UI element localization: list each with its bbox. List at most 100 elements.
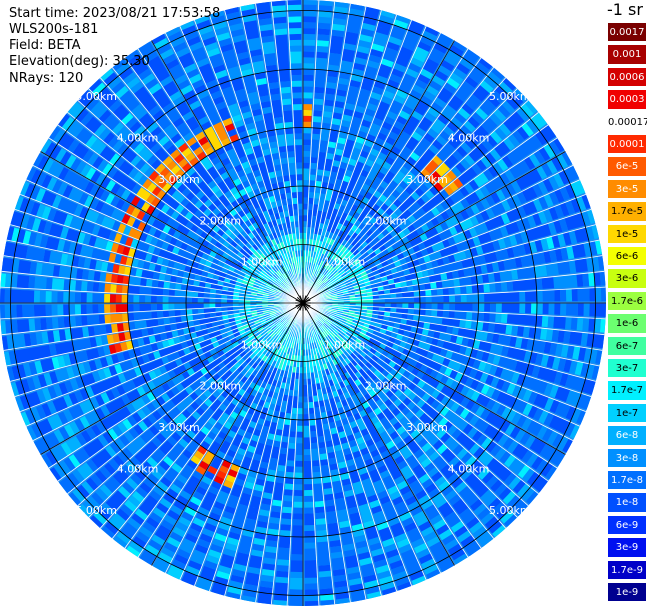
azimuth-spoke xyxy=(302,151,566,304)
ray-separator xyxy=(67,111,304,304)
ray-separator xyxy=(302,302,603,351)
ray-separator xyxy=(48,302,304,469)
ray-separator xyxy=(302,6,367,304)
colorbar-level: 6e-5 xyxy=(607,156,647,177)
ray-separator xyxy=(26,179,304,304)
ray-separator xyxy=(67,302,304,495)
ray-separator xyxy=(124,57,304,304)
ray-separator xyxy=(302,302,574,441)
azimuth-spokes xyxy=(0,0,606,606)
ray-separator xyxy=(302,111,539,304)
ray-separator xyxy=(165,302,304,574)
colorbar-level: 0.001 xyxy=(607,44,647,65)
ray-separator xyxy=(302,100,529,304)
ray-separator xyxy=(302,302,441,574)
ray-separator xyxy=(302,57,482,304)
range-ring-label: 5.00km xyxy=(489,504,531,517)
colorbar-level: 1.7e-7 xyxy=(607,380,647,401)
ray-separator xyxy=(239,6,304,304)
ray-separator xyxy=(302,32,441,304)
ray-separator xyxy=(302,302,367,600)
ray-separator xyxy=(48,137,304,304)
range-ring-label: 3.00km xyxy=(406,173,448,186)
ray-separator xyxy=(302,286,606,304)
nrays-label: NRays: 120 xyxy=(9,71,84,86)
ray-separator xyxy=(302,137,558,304)
ray-separator xyxy=(224,302,304,596)
ray-separator xyxy=(302,302,495,539)
ray-separator xyxy=(57,302,304,482)
ray-separator xyxy=(88,88,304,304)
ray-separator xyxy=(302,302,606,320)
ray-separator xyxy=(302,209,592,304)
colorbar-level: 1e-6 xyxy=(607,313,647,334)
ray-separator xyxy=(137,302,304,558)
colorbar-level: 6e-8 xyxy=(607,425,647,446)
ray-separator xyxy=(302,302,412,587)
azimuth-spoke xyxy=(302,302,455,566)
backscatter-cells xyxy=(237,233,374,373)
ray-separator xyxy=(302,1,336,304)
ray-separator xyxy=(32,165,304,304)
ray-separator xyxy=(124,302,304,549)
azimuth-spoke xyxy=(151,302,304,566)
ray-separator xyxy=(10,302,304,382)
ray-separator xyxy=(270,302,304,605)
ray-separator xyxy=(302,302,518,518)
ray-separator xyxy=(77,302,304,506)
azimuth-spoke xyxy=(40,151,304,304)
start-time-label: Start time: 2023/08/21 17:53:58 xyxy=(9,6,221,21)
ray-separator xyxy=(302,302,558,469)
ray-separator xyxy=(3,255,304,304)
range-ring-label: 1.00km xyxy=(324,256,366,269)
range-ring-label: 4.00km xyxy=(117,463,159,476)
ray-separator xyxy=(302,302,596,382)
ray-separator xyxy=(32,302,304,441)
ray-separator xyxy=(302,165,574,304)
ray-separator xyxy=(1,270,304,304)
ray-separator xyxy=(77,100,304,304)
colorbar-level: 0.00017 xyxy=(607,111,647,132)
ray-separator xyxy=(0,302,304,320)
ray-separator xyxy=(14,209,304,304)
colorbar-level: 0.0003 xyxy=(607,89,647,110)
ray-separator xyxy=(302,255,603,304)
colorbar: -1 sr 0.0017 0.001 0.0006 0.0003 0.00017 0.00… xyxy=(607,0,647,607)
colorbar-level: 3e-5 xyxy=(607,178,647,200)
ray-separator xyxy=(209,14,304,304)
azimuth-spoke xyxy=(40,302,304,455)
ray-separator xyxy=(137,48,304,304)
range-ring-label: 4.00km xyxy=(448,132,490,145)
range-ring-label: 3.00km xyxy=(158,421,200,434)
colorbar-level: 1.7e-9 xyxy=(607,559,647,580)
ray-separator xyxy=(179,302,304,580)
device-label: WLS200s-181 xyxy=(9,22,99,37)
field-label: Field: BETA xyxy=(9,38,81,53)
ray-separator xyxy=(179,26,304,304)
ray-separator xyxy=(165,32,304,304)
range-ring-label: 1.00km xyxy=(241,256,283,269)
colorbar-level: 3e-6 xyxy=(607,268,647,289)
range-ring-label: 1.00km xyxy=(241,338,283,351)
ray-separator xyxy=(302,224,596,304)
ray-separator xyxy=(255,3,304,304)
ray-separator xyxy=(209,302,304,592)
ray-separator xyxy=(302,302,397,592)
origin-line xyxy=(299,295,307,311)
range-ring-labels: 1.00km 1.00km 1.00km 1.00km 2.00km 2.00km 2.00… xyxy=(75,90,530,517)
ray-separator xyxy=(1,302,304,336)
ray-separator xyxy=(302,302,320,606)
colorbar-level: 1e-9 xyxy=(607,582,647,603)
ray-separator xyxy=(302,302,469,558)
ray-separator xyxy=(302,26,427,304)
ray-separator xyxy=(302,14,397,304)
ray-separator xyxy=(302,67,495,304)
ray-separator xyxy=(302,3,351,304)
ray-separator xyxy=(302,302,587,412)
ray-separator xyxy=(302,302,482,549)
ray-separator xyxy=(302,302,600,367)
ray-separator xyxy=(302,194,587,304)
ray-separator xyxy=(57,124,304,304)
ray-separator xyxy=(302,239,600,304)
ray-separator xyxy=(302,302,539,495)
